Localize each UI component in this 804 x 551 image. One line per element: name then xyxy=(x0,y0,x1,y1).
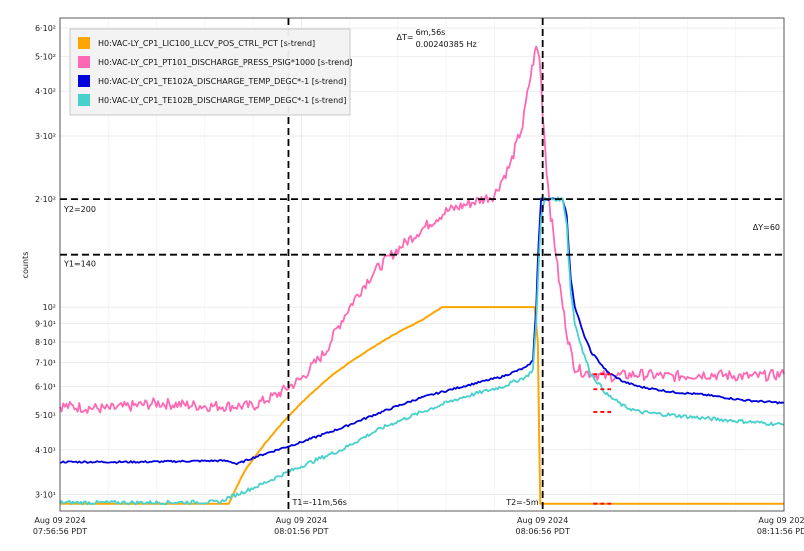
series-line-0 xyxy=(60,306,784,505)
legend-swatch-3 xyxy=(78,94,90,106)
series-line-2 xyxy=(59,197,785,466)
cursor-t1-label: T1=-11m,56s xyxy=(291,498,346,507)
cursor-t2-label: T2=-5m xyxy=(505,498,539,507)
x-tick-label: Aug 09 2024 xyxy=(758,516,804,525)
legend-swatch-1 xyxy=(78,56,90,68)
y-tick-label: 6·10² xyxy=(35,24,56,33)
legend-entry-0: H0:VAC-LY_CP1_LIC100_LLCV_POS_CTRL_PCT [… xyxy=(98,39,315,48)
y-tick-label: 3·10¹ xyxy=(35,491,56,500)
legend-swatch-2 xyxy=(78,75,90,87)
y-tick-label: 8·10¹ xyxy=(35,338,56,347)
x-tick-label: 07:56:56 PDT xyxy=(33,527,87,536)
y-tick-label: 7·10¹ xyxy=(35,359,56,368)
x-tick-label: Aug 09 2024 xyxy=(517,516,568,525)
x-tick-label: 08:01:56 PDT xyxy=(274,527,328,536)
x-tick-label: Aug 09 2024 xyxy=(276,516,327,525)
series-line-3 xyxy=(59,196,785,506)
delta-t-value: 6m,56s xyxy=(416,28,446,37)
legend-entry-2: H0:VAC-LY_CP1_TE102A_DISCHARGE_TEMP_DEGC… xyxy=(98,77,346,86)
series-lines xyxy=(59,45,785,506)
x-tick-label: Aug 09 2024 xyxy=(34,516,85,525)
plot-frame xyxy=(59,17,785,512)
legend-box xyxy=(69,28,351,116)
x-tick-label: 08:06:56 PDT xyxy=(515,527,569,536)
delta-y-label: ΔY=60 xyxy=(753,223,780,232)
y-tick-label: 6·10¹ xyxy=(35,383,56,392)
y-tick-label: 3·10² xyxy=(35,132,56,141)
y-tick-label: 4·10¹ xyxy=(35,446,56,455)
y-tick-label: 2·10² xyxy=(35,195,56,204)
delta-t-label: ΔT= xyxy=(397,33,414,42)
y-tick-label: 5·10² xyxy=(35,52,56,61)
x-tick-label: 08:11:56 PDT xyxy=(757,527,804,536)
cursor-y1-label: Y1=140 xyxy=(63,260,96,269)
y-tick-label: 4·10² xyxy=(35,87,56,96)
legend-swatch-0 xyxy=(78,37,90,49)
series-line-1 xyxy=(59,45,785,414)
y-tick-label: 5·10¹ xyxy=(35,411,56,420)
legend: H0:VAC-LY_CP1_LIC100_LLCV_POS_CTRL_PCT [… xyxy=(69,28,352,116)
y-axis-label: counts xyxy=(21,252,30,279)
delta-t-frequency: 0.00240385 Hz xyxy=(416,40,477,49)
legend-entry-1: H0:VAC-LY_CP1_PT101_DISCHARGE_PRESS_PSIG… xyxy=(98,58,352,67)
axes: 3·10¹ 4·10¹ 5·10¹ 6·10¹ 7·10¹ 8·10¹ 9·10¹ 10² 2·… xyxy=(33,17,804,536)
y-tick-label: 9·10¹ xyxy=(35,319,56,328)
cursor-y2-label: Y2=200 xyxy=(63,205,96,214)
y-tick-label: 10² xyxy=(43,303,56,312)
legend-entry-3: H0:VAC-LY_CP1_TE102B_DISCHARGE_TEMP_DEGC… xyxy=(98,96,346,105)
